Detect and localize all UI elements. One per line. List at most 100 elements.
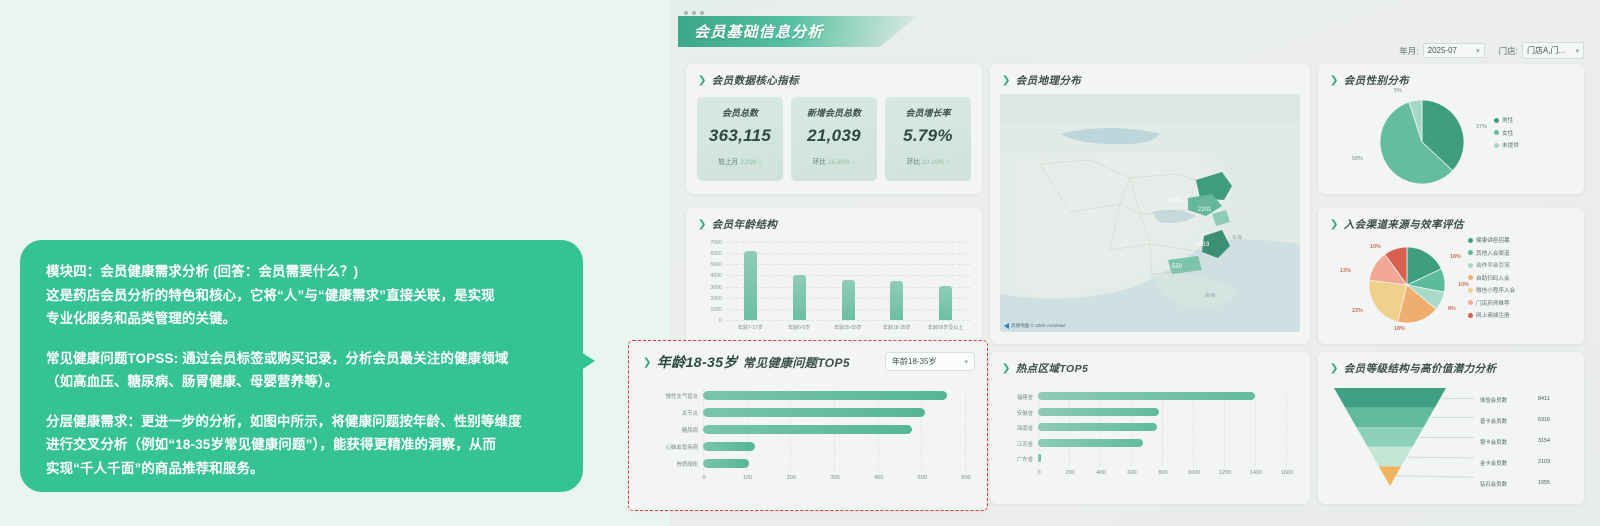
funnel-chart: 体验会员数 8411 普卡会员数 6316 银卡会员数 3154 金卡会员数 2103 钻石会员… bbox=[1328, 382, 1574, 494]
bar-category-label: 糖尿病 bbox=[681, 428, 698, 434]
pie-slice[interactable] bbox=[1397, 284, 1437, 324]
annotation-callout: 模块四：会员健康需求分析 (回答：会员需要什么？) 这是药店会员分析的特色和核心… bbox=[20, 240, 583, 492]
x-axis-label: 年龄0-6岁 bbox=[788, 325, 811, 331]
bar[interactable] bbox=[841, 280, 855, 320]
panel-geo-distribution: ❯ 会员地理分布 1309 2201 2519 550 bbox=[990, 64, 1310, 344]
x-axis-tick: 600 bbox=[1127, 470, 1137, 476]
map-attribution: 高德地图 © 2025 AutoNavi bbox=[1004, 323, 1065, 329]
funnel-segment[interactable] bbox=[1345, 407, 1435, 428]
bar[interactable]: 海南省 bbox=[1017, 423, 1157, 432]
bar[interactable]: 江苏省 bbox=[1017, 438, 1144, 448]
funnel-value: 2103 bbox=[1538, 459, 1550, 465]
funnel-label: 普卡会员数 bbox=[1480, 419, 1507, 425]
filter-month-label: 年月: bbox=[1399, 45, 1419, 56]
kpi-card[interactable]: 会员总数 363,115 较上月 3,038 ↑ bbox=[697, 97, 783, 181]
panel-funnel-title: ❯ 会员等级结构与高价值潜力分析 bbox=[1318, 352, 1584, 376]
y-axis-tick: 7000 bbox=[710, 240, 722, 246]
panel-hotspot-title: ❯ 热点区域TOP5 bbox=[990, 352, 1310, 376]
legend-swatch-icon bbox=[1468, 237, 1473, 243]
bar[interactable]: 广东省 bbox=[1017, 454, 1041, 463]
gridline: 0 bbox=[719, 318, 970, 324]
kpi-card[interactable]: 新增会员总数 21,039 环比 16.88% ↑ bbox=[791, 97, 877, 181]
china-map[interactable]: 1309 2201 2519 550 黄海 东海 南海 高德地图 © 2025 … bbox=[1000, 94, 1300, 332]
legend-label: 健康讲座招募 bbox=[1476, 238, 1510, 244]
funnel-segment[interactable] bbox=[1334, 388, 1446, 408]
bar[interactable]: 骨质疏松 bbox=[676, 459, 749, 468]
legend-item: 自助扫码入会 bbox=[1468, 274, 1515, 282]
kpi-card[interactable]: 会员增长率 5.79% 环比 10.10% ↑ bbox=[885, 97, 971, 181]
pie-slice[interactable] bbox=[1421, 99, 1465, 172]
funnel-segment[interactable] bbox=[1367, 446, 1413, 467]
gridline: 1600 bbox=[1281, 390, 1293, 476]
age-group-dropdown[interactable]: 年龄18-35岁 ▾ bbox=[885, 352, 975, 371]
channel-legend: 健康讲座招募 其他入会渠道 合作平台引流 自助扫码入会 微信小程序入会 门店药师… bbox=[1468, 236, 1515, 324]
bar[interactable]: 慢性支气管炎 bbox=[666, 391, 947, 400]
bar[interactable] bbox=[743, 251, 757, 320]
funnel-svg bbox=[1334, 388, 1446, 486]
legend-swatch-icon bbox=[1468, 262, 1473, 268]
funnel-label: 体验会员数 bbox=[1480, 398, 1507, 404]
filter-store-select[interactable]: 门店A,门... ▾ bbox=[1522, 42, 1584, 59]
y-axis-tick: 1000 bbox=[710, 306, 722, 313]
chevron-right-icon: ❯ bbox=[1330, 75, 1339, 86]
pie-slice[interactable] bbox=[1379, 101, 1454, 185]
legend-swatch-icon bbox=[1494, 142, 1499, 148]
gridline: 1200 bbox=[1219, 390, 1231, 476]
pie-slice[interactable] bbox=[1408, 99, 1423, 143]
bar[interactable]: 福建省 bbox=[1017, 392, 1255, 401]
panel-geo-title-text: 会员地理分布 bbox=[1015, 75, 1082, 87]
funnel-label: 金卡会员数 bbox=[1480, 461, 1507, 467]
funnel-segment[interactable] bbox=[1378, 466, 1402, 486]
gridline: 600 bbox=[961, 389, 971, 481]
panel-geo-title: ❯ 会员地理分布 bbox=[990, 64, 1310, 88]
x-axis-tick: 1600 bbox=[1280, 470, 1294, 476]
filter-store: 门店: 门店A,门... ▾ bbox=[1499, 42, 1584, 59]
bar[interactable] bbox=[792, 274, 806, 320]
bar[interactable]: 糖尿病 bbox=[682, 425, 912, 434]
filter-month-value: 2025-07 bbox=[1427, 46, 1457, 55]
pie-slice[interactable] bbox=[1406, 246, 1442, 286]
bar-category-label: 广东省 bbox=[1016, 457, 1033, 463]
filter-month-select[interactable]: 2025-07 ▾ bbox=[1422, 43, 1485, 58]
gender-pie-svg bbox=[1379, 99, 1465, 185]
bar[interactable]: 安徽省 bbox=[1017, 407, 1159, 417]
gridline: 500 bbox=[918, 389, 927, 481]
page-title: 会员基础信息分析 bbox=[678, 16, 918, 47]
pie-value-label: 37% bbox=[1476, 124, 1487, 130]
gridline: 1000 bbox=[1188, 390, 1200, 476]
kpi-sub-label: 环比 bbox=[812, 159, 826, 166]
legend-swatch-icon bbox=[1468, 287, 1473, 293]
window-dots bbox=[684, 11, 704, 15]
bar[interactable]: 心脑血管疾病 bbox=[666, 442, 756, 451]
gridline: 800 bbox=[1158, 390, 1168, 476]
funnel-leader-line bbox=[1441, 397, 1475, 399]
pie-value-label: 13% bbox=[1340, 268, 1351, 274]
x-axis-tick: 100 bbox=[742, 475, 753, 481]
gridline: 1400 bbox=[1250, 390, 1262, 476]
pie-value-label: 5% bbox=[1394, 88, 1402, 94]
funnel-segment[interactable] bbox=[1356, 427, 1424, 447]
pie-slice[interactable] bbox=[1384, 246, 1408, 287]
legend-label: 微信小程序入会 bbox=[1476, 288, 1516, 294]
map-sea-label: 南海 bbox=[1205, 293, 1216, 299]
svg-text:2519: 2519 bbox=[1196, 242, 1210, 248]
bar[interactable] bbox=[890, 281, 904, 320]
panel-hotspot-title-text: 热点区域TOP5 bbox=[1015, 363, 1089, 375]
panel-core-metrics-title-text: 会员数据核心指标 bbox=[711, 75, 799, 87]
x-axis-tick: 200 bbox=[786, 475, 796, 481]
panel-age-structure: ❯ 会员年龄结构 7000 6000 5000 4000 3000 2000 1000 0 年龄… bbox=[686, 208, 982, 344]
panel-funnel-title-text: 会员等级结构与高价值潜力分析 bbox=[1343, 363, 1497, 375]
callout-line-4: 常见健康问题TOPSS: 通过会员标签或购买记录，分析会员最关注的健康领域 bbox=[46, 350, 509, 366]
legend-item: 合作平台引流 bbox=[1468, 261, 1515, 269]
pie-slice[interactable] bbox=[1368, 279, 1408, 323]
y-axis-tick: 5000 bbox=[710, 262, 722, 269]
bar[interactable] bbox=[939, 286, 953, 320]
bar-category-label: 骨质疏松 bbox=[676, 462, 698, 468]
legend-item: 男性 bbox=[1494, 116, 1519, 124]
filter-month: 年月: 2025-07 ▾ bbox=[1399, 43, 1485, 58]
kpi-value: 5.79% bbox=[903, 126, 953, 145]
gridline: 6000 bbox=[710, 251, 970, 257]
callout-line-8: 实现“千人千面”的商品推荐和服务。 bbox=[46, 460, 264, 476]
age-group-dropdown-value: 年龄18-35岁 bbox=[892, 357, 937, 366]
bar[interactable]: 关节炎 bbox=[682, 408, 925, 417]
